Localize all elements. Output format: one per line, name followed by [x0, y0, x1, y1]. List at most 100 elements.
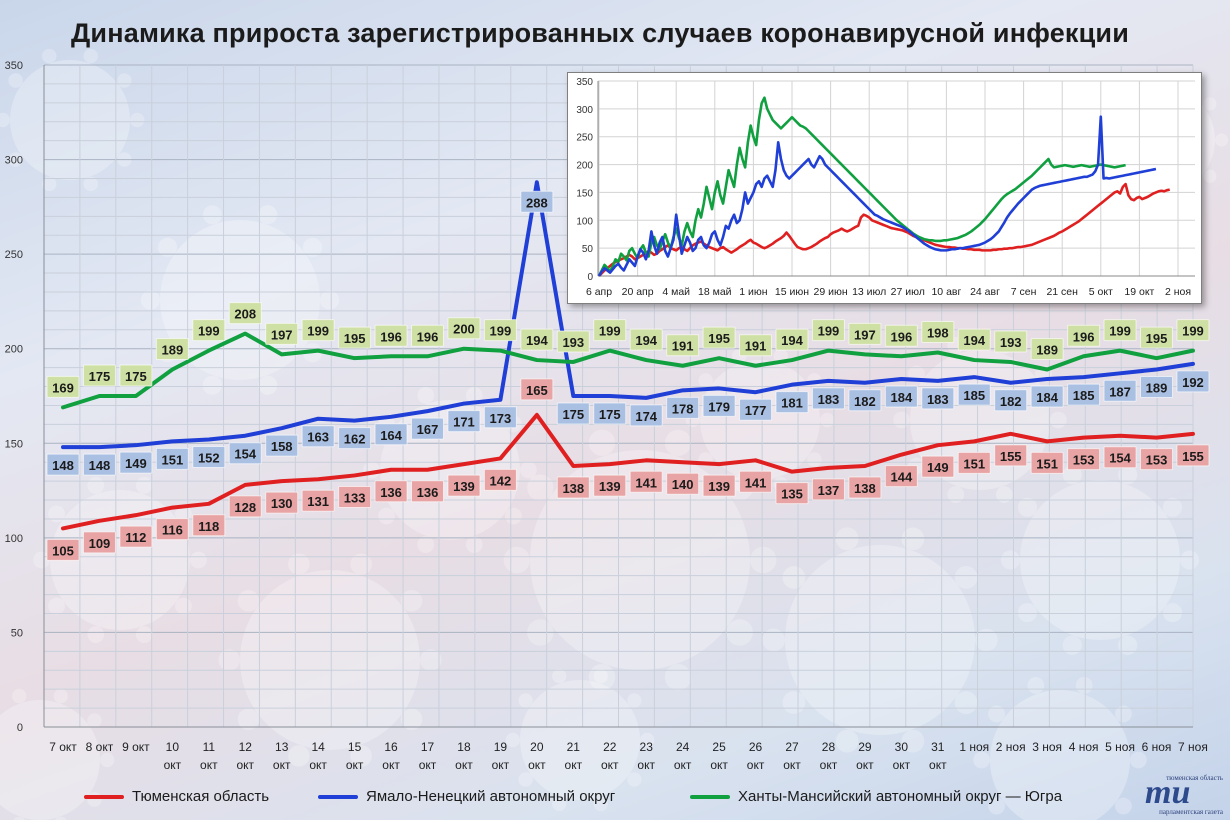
inset-x-tick-label: 15 июн	[775, 286, 809, 298]
data-label-box	[593, 402, 627, 425]
data-label-box	[1176, 444, 1210, 467]
data-label-yanao: 192	[1176, 370, 1210, 393]
data-label-box	[1176, 370, 1210, 393]
x-tick-line: 3 ноя	[1032, 740, 1062, 754]
x-tick-line: 11	[203, 740, 216, 754]
data-label-text: 196	[417, 329, 439, 344]
data-label-text: 174	[635, 409, 657, 424]
x-tick-line: окт	[164, 758, 182, 772]
data-label-tyumen: 144	[884, 465, 918, 488]
virus-blob-6	[762, 527, 998, 753]
data-label-box	[957, 383, 991, 406]
data-label-box	[82, 453, 116, 476]
virus-spike	[48, 505, 65, 523]
data-label-yanao: 167	[411, 417, 444, 440]
x-tick-label: 12 окт	[236, 740, 254, 772]
logo-top-text: тюменская область	[1166, 774, 1223, 782]
data-label-text: 167	[417, 422, 439, 437]
data-label-box	[593, 319, 627, 342]
data-label-box	[702, 326, 736, 349]
data-label-text: 175	[599, 407, 621, 422]
x-tick-label: 25 окт	[710, 740, 728, 772]
data-label-text: 187	[1109, 384, 1131, 399]
data-label-tyumen: 151	[957, 451, 991, 474]
virus-spike	[901, 729, 925, 753]
x-tick-line: окт	[929, 758, 947, 772]
data-label-box	[338, 485, 372, 508]
x-tick-line: 14	[311, 740, 325, 754]
virus-body	[990, 690, 1130, 820]
data-label-text: 194	[963, 333, 985, 348]
data-label-yanao: 184	[884, 385, 918, 408]
inset-x-tick-label: 5 окт	[1089, 286, 1113, 298]
data-label-hmao: 175	[119, 364, 153, 387]
data-label-text: 193	[562, 335, 584, 350]
inset-x-tick-label: 6 апр	[586, 286, 612, 298]
virus-spike	[350, 553, 372, 575]
virus-spike	[762, 628, 785, 652]
data-label-text: 141	[635, 475, 657, 490]
y-tick-label: 50	[11, 627, 23, 639]
data-label-text: 158	[271, 439, 293, 454]
virus-spike	[901, 527, 925, 551]
inset-x-tick-label: 13 июл	[852, 286, 886, 298]
data-label-box	[119, 525, 153, 548]
data-label-box	[265, 434, 299, 457]
data-label-text: 169	[52, 380, 74, 395]
data-label-text: 179	[708, 399, 730, 414]
virus-spike	[627, 772, 642, 787]
virus-body	[785, 545, 975, 735]
data-label-box	[1103, 446, 1137, 469]
legend-swatch-tyumen	[84, 794, 124, 799]
data-label-text: 140	[672, 477, 694, 492]
legend-item-tyumen: Тюменская область	[84, 788, 269, 805]
data-label-box	[483, 319, 517, 342]
x-tick-line: окт	[382, 758, 400, 772]
x-tick-line: окт	[893, 758, 911, 772]
data-label-text: 139	[599, 479, 621, 494]
data-label-tyumen: 153	[1140, 448, 1173, 471]
data-label-hmao: 189	[155, 338, 189, 361]
inset-series-line-yanao	[597, 115, 1157, 277]
x-tick-label: 31 окт	[929, 740, 947, 772]
virus-spike	[782, 566, 806, 589]
virus-spike	[503, 546, 530, 574]
virus-spike	[1118, 635, 1138, 655]
data-label-box	[666, 396, 700, 419]
data-label-text: 199	[818, 324, 840, 339]
data-label-hmao: 200	[447, 317, 481, 340]
data-label-yanao: 175	[593, 402, 627, 425]
data-label-tyumen: 109	[82, 531, 116, 554]
x-tick-line: 18	[457, 740, 471, 754]
data-label-text: 154	[234, 447, 256, 462]
data-label-text: 175	[125, 369, 147, 384]
x-tick-line: 10	[166, 740, 180, 754]
data-label-box	[921, 455, 955, 478]
virus-body	[240, 570, 420, 750]
data-label-yanao: 187	[1103, 379, 1137, 402]
x-tick-line: 29	[858, 740, 872, 754]
x-tick-line: 23	[640, 740, 654, 754]
data-label-text: 162	[344, 432, 366, 447]
data-label-box	[1140, 376, 1173, 399]
x-tick-line: 19	[494, 740, 508, 754]
data-label-box	[411, 417, 444, 440]
data-label-box	[301, 319, 335, 342]
data-label-box	[411, 324, 444, 347]
virus-spike	[33, 551, 50, 569]
data-label-tyumen: 136	[411, 480, 444, 503]
data-label-text: 208	[234, 307, 256, 322]
x-tick-line: 5 ноя	[1105, 740, 1135, 754]
data-label-hmao: 189	[1030, 338, 1064, 361]
virus-spike	[42, 48, 57, 64]
data-label-box	[46, 375, 80, 398]
virus-spike	[1180, 550, 1200, 570]
x-tick-label: 10 окт	[164, 740, 182, 772]
data-label-text: 199	[198, 324, 220, 339]
data-label-text: 183	[818, 392, 840, 407]
data-label-hmao: 197	[265, 322, 299, 345]
x-tick-line: 16	[384, 740, 398, 754]
data-label-hmao: 194	[520, 328, 554, 351]
data-label-box	[884, 385, 918, 408]
data-label-box	[1030, 385, 1064, 408]
